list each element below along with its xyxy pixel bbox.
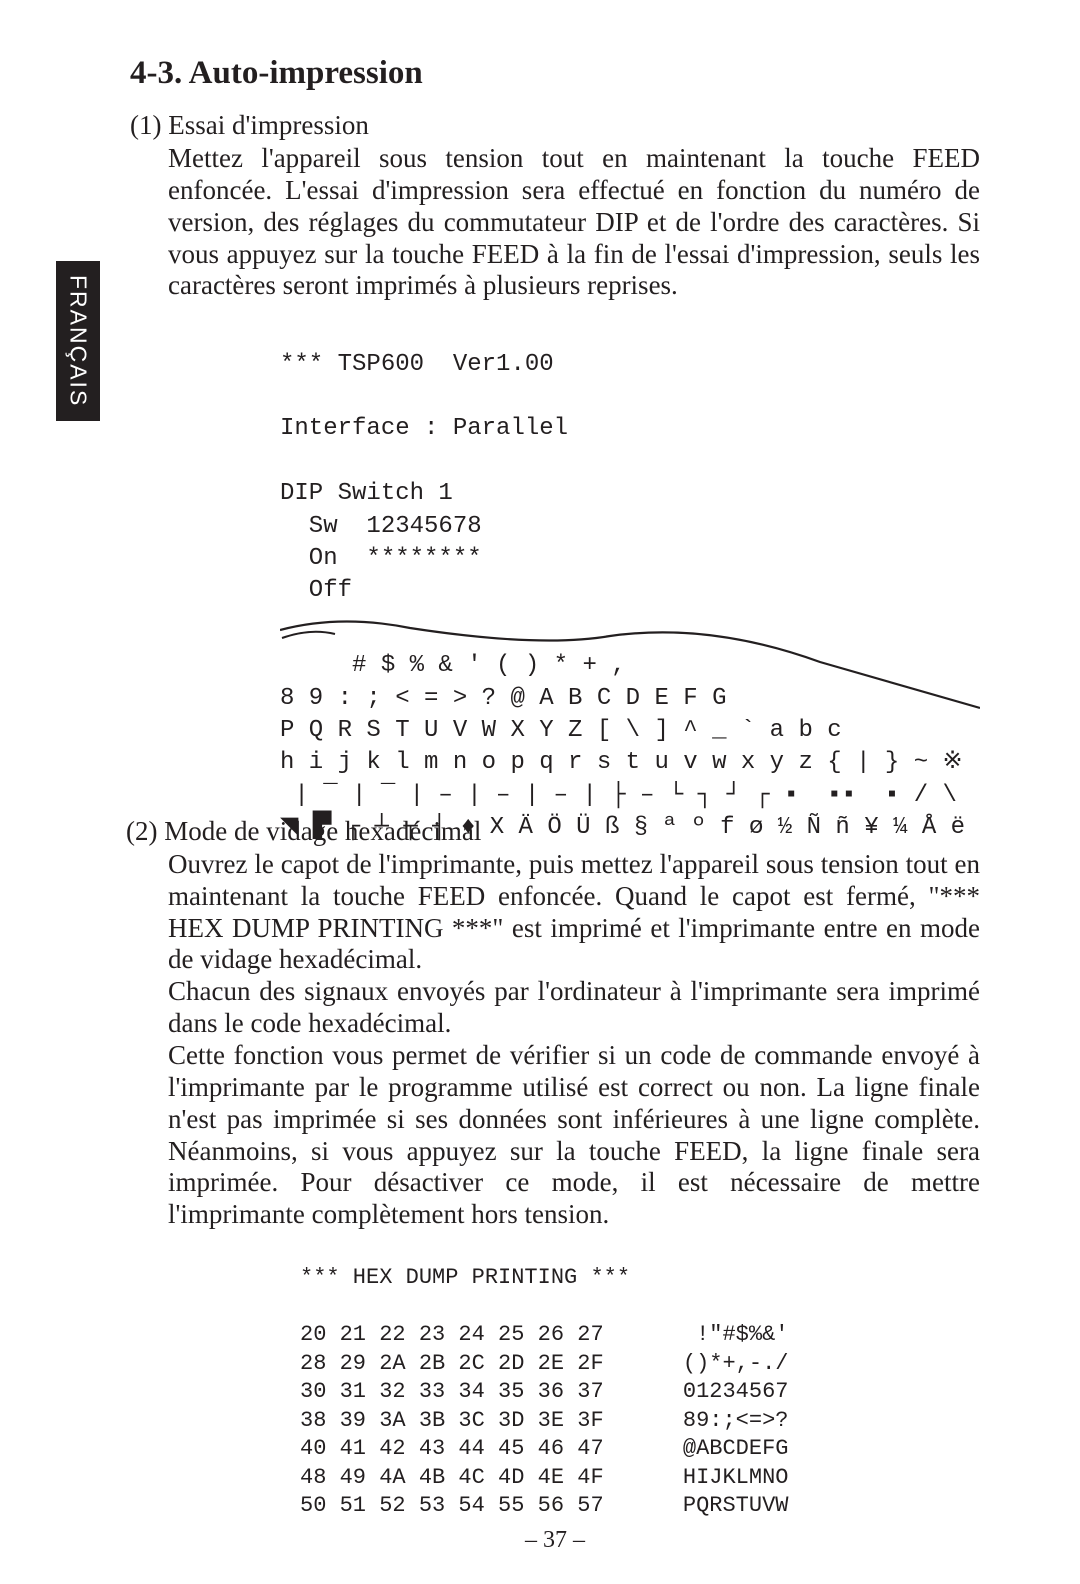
char-row-3: P Q R S T U V W X Y Z [ \ ] ^ _ ` a b c [280,717,842,744]
char-row-2: 8 9 : ; < = > ? @ A B C D E F G [280,685,726,712]
item1-heading: (1) Essai d'impression [130,110,980,141]
self-test-printout: *** TSP600 Ver1.00 Interface : Parallel … [280,316,980,608]
page-content: 4-3. Auto-impression (1) Essai d'impress… [0,0,1080,1584]
printout-torn-section: # $ % & ' ( ) * + , 8 9 : ; < = > ? @ A … [280,618,980,778]
item2-paragraph-3: Cette fonction vous permet de vérifier s… [168,1040,980,1231]
char-row-4: h i j k l m n o p q r s t u v w x y z { … [280,749,963,776]
language-tab: FRANÇAIS [56,261,100,421]
char-row-6: ◥ ▛ ┌ ┴ ┬ ┤ ♦ X Ä Ö Ü ß § ª º f ø ½ Ñ ñ … [280,814,965,841]
hex-row: 48 49 4A 4B 4C 4D 4E 4F HIJKLMNO [300,1465,789,1490]
hex-row: 40 41 42 43 44 45 46 47 @ABCDEFG [300,1436,789,1461]
hex-row: 28 29 2A 2B 2C 2D 2E 2F ()*+,-./ [300,1351,789,1376]
page-number: – 37 – [130,1527,980,1554]
hex-row: 38 39 3A 3B 3C 3D 3E 3F 89:;<=>? [300,1408,789,1433]
printout-dip-sw: Sw 12345678 [280,513,482,540]
printout-dip-on: On ******** [280,545,482,572]
char-row-5: | ‾ | ‾ | – | – | – | ├ – └ ┐ ┘ ┌ ▪ ▪▪ ▪… [280,782,957,809]
printout-dip-off: Off [280,577,352,604]
hex-row: 20 21 22 23 24 25 26 27 !"#$%&' [300,1322,789,1347]
section-title: 4-3. Auto-impression [130,55,980,92]
hex-dump-title: *** HEX DUMP PRINTING *** [300,1265,630,1290]
item2-paragraph-1: Ouvrez le capot de l'imprimante, puis me… [168,849,980,976]
hex-row: 50 51 52 53 54 55 56 57 PQRSTUVW [300,1493,789,1518]
printout-header: *** TSP600 Ver1.00 [280,351,554,378]
hex-row: 30 31 32 33 34 35 36 37 01234567 [300,1379,789,1404]
item2-paragraph-2: Chacun des signaux envoyés par l'ordinat… [168,976,980,1040]
printout-dip-title: DIP Switch 1 [280,480,453,507]
hex-dump-printout: *** HEX DUMP PRINTING *** 20 21 22 23 24… [300,1235,980,1521]
printout-interface: Interface : Parallel [280,415,568,442]
item1-paragraph: Mettez l'appareil sous tension tout en m… [168,143,980,302]
char-row-1: # $ % & ' ( ) * + , [280,652,626,679]
